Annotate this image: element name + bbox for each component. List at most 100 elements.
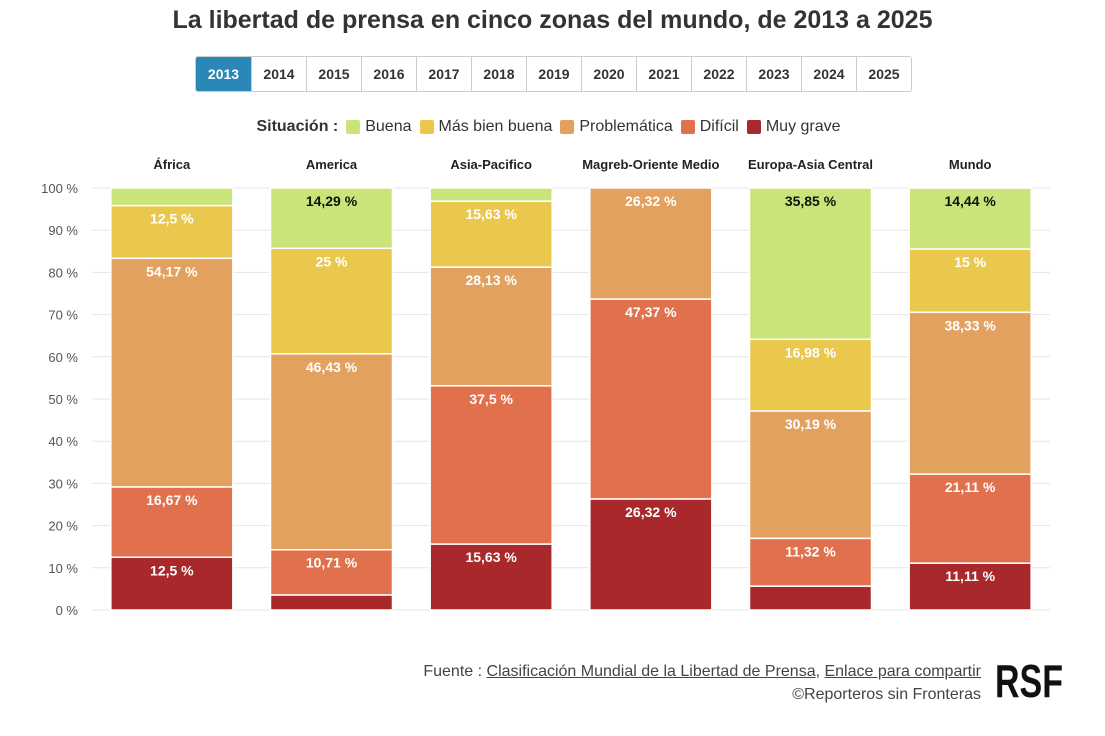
bar-segment[interactable]	[110, 204, 234, 260]
bar-segment[interactable]	[110, 257, 234, 488]
source-link-share[interactable]: Enlace para compartir	[824, 663, 981, 680]
source-link-ranking[interactable]: Clasificación Mundial de la Libertad de …	[486, 663, 816, 680]
data-label: 26,32 %	[625, 193, 677, 209]
source-prefix: Fuente :	[423, 663, 487, 680]
bar-segment[interactable]	[748, 187, 873, 341]
y-tick-label: 80 %	[48, 265, 78, 280]
category-label: America	[306, 157, 358, 172]
bar-segment[interactable]	[110, 556, 234, 611]
data-label: 16,98 %	[785, 344, 837, 360]
y-tick-label: 20 %	[48, 519, 78, 534]
year-button-2019[interactable]: 2019	[526, 57, 581, 91]
bar-segment[interactable]	[748, 537, 873, 587]
y-tick-label: 70 %	[48, 308, 78, 323]
legend-item[interactable]: Difícil	[680, 118, 739, 136]
bar-segment[interactable]	[269, 187, 394, 250]
bar-segment[interactable]	[589, 298, 713, 500]
data-label: 28,13 %	[465, 272, 517, 288]
bar-segment[interactable]	[748, 410, 873, 540]
year-button-2015[interactable]: 2015	[306, 57, 361, 91]
copyright: ©Reporteros sin Fronteras	[792, 686, 981, 703]
y-tick-label: 30 %	[48, 476, 78, 491]
legend-item[interactable]: Buena	[346, 118, 412, 136]
category-label: Europa-Asia Central	[748, 157, 873, 172]
y-tick-label: 40 %	[48, 434, 78, 449]
data-label: 25 %	[316, 253, 348, 269]
data-label: 16,67 %	[146, 492, 198, 508]
legend-swatch	[746, 120, 761, 134]
stacked-bar-chart: 0 % 10 % 20 % 30 % 40 % 50 % 60 % 70 % 80 % 90 % 1…	[41, 157, 1050, 618]
category-label: Asia-Pacifico	[450, 157, 532, 172]
legend-label: Muy grave	[765, 118, 841, 135]
data-label: 14,44 %	[944, 193, 996, 209]
year-button-2021[interactable]: 2021	[636, 57, 691, 91]
year-button-2017[interactable]: 2017	[416, 57, 471, 91]
legend-title: Situación :	[256, 118, 339, 135]
source-separator: ,	[815, 663, 825, 680]
legend-swatch	[680, 120, 695, 134]
data-label: 15,63 %	[465, 206, 517, 222]
data-label: 35,85 %	[785, 193, 837, 209]
bar-segment[interactable]	[269, 247, 394, 355]
bar-segment[interactable]	[589, 498, 713, 611]
bar-segment[interactable]	[908, 473, 1032, 564]
year-button-2023[interactable]: 2023	[746, 57, 801, 91]
bar-segment[interactable]	[589, 187, 713, 300]
legend-item[interactable]: Más bien buena	[419, 118, 553, 136]
year-button-2025[interactable]: 2025	[856, 57, 911, 91]
year-button-2013[interactable]: 2013	[196, 57, 251, 91]
year-button-2016[interactable]: 2016	[361, 57, 416, 91]
y-tick-label: 50 %	[48, 392, 78, 407]
legend: Situación : Buena Más bien buena Problemát…	[0, 118, 1105, 136]
bar-segment[interactable]	[110, 486, 234, 558]
data-label: 15,63 %	[465, 549, 517, 565]
year-button-2014[interactable]: 2014	[251, 57, 306, 91]
bar-segment[interactable]	[269, 594, 394, 611]
category-label: Mundo	[949, 157, 992, 172]
data-label: 11,32 %	[785, 543, 836, 559]
data-label: 46,43 %	[306, 359, 358, 375]
legend-label: Problemática	[579, 118, 673, 135]
data-label: 15 %	[954, 254, 986, 270]
legend-label: Difícil	[699, 118, 739, 135]
data-label: 37,5 %	[469, 391, 513, 407]
bar-segment[interactable]	[908, 187, 1032, 250]
y-tick-label: 0 %	[56, 603, 79, 618]
data-label: 10,71 %	[306, 555, 358, 571]
data-label: 21,11 %	[945, 479, 996, 495]
legend-swatch	[419, 120, 434, 134]
year-selector: 2013 2014 2015 2016 2017 2018 2019 2020 2021 2022…	[195, 56, 912, 92]
y-tick-label: 10 %	[48, 561, 78, 576]
bar-segment[interactable]	[908, 311, 1032, 475]
y-tick-label: 90 %	[48, 223, 78, 238]
y-tick-label: 60 %	[48, 350, 78, 365]
year-button-2018[interactable]: 2018	[471, 57, 526, 91]
bar-segment[interactable]	[269, 353, 394, 551]
chart-title: La libertad de prensa en cinco zonas del…	[172, 6, 933, 34]
source-credit: Fuente : Clasificación Mundial de la Lib…	[423, 660, 981, 706]
data-label: 11,11 %	[945, 568, 995, 584]
data-label: 14,29 %	[306, 193, 358, 209]
bar-segment[interactable]	[110, 187, 234, 207]
bar-segment[interactable]	[269, 548, 394, 596]
bar-segment[interactable]	[429, 385, 553, 545]
legend-item[interactable]: Problemática	[560, 118, 673, 136]
bar-segment[interactable]	[748, 585, 873, 611]
legend-item[interactable]: Muy grave	[746, 118, 841, 136]
year-button-2024[interactable]: 2024	[801, 57, 856, 91]
legend-swatch	[560, 120, 575, 134]
data-label: 54,17 %	[146, 263, 198, 279]
year-button-2022[interactable]: 2022	[691, 57, 746, 91]
category-label: África	[153, 157, 191, 172]
legend-label: Más bien buena	[438, 118, 553, 135]
data-label: 12,5 %	[150, 211, 194, 227]
bar-segment[interactable]	[429, 200, 553, 268]
data-label: 30,19 %	[785, 416, 837, 432]
rsf-logo-text: RSF	[995, 656, 1063, 702]
legend-swatch	[346, 120, 361, 134]
data-label: 26,32 %	[625, 504, 677, 520]
bar-segment[interactable]	[908, 562, 1032, 611]
year-button-2020[interactable]: 2020	[581, 57, 636, 91]
bar-segment[interactable]	[429, 187, 553, 202]
bar-segment[interactable]	[429, 266, 553, 387]
